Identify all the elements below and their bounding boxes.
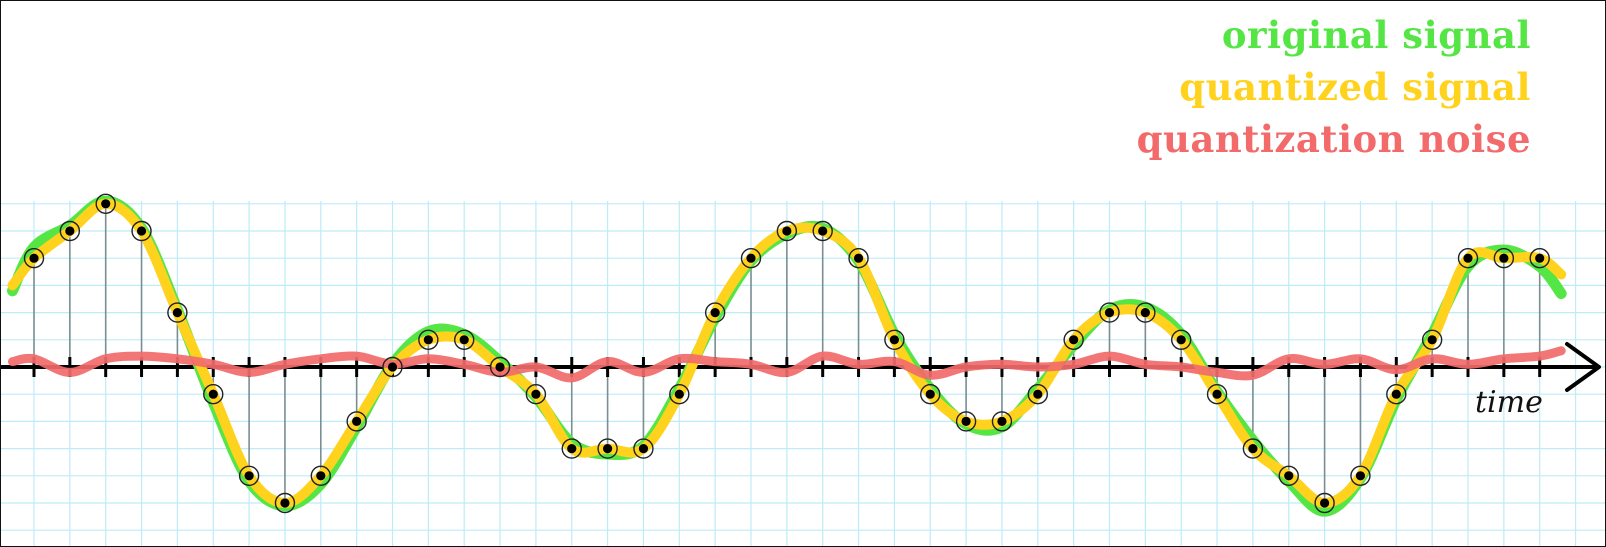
legend: original signal quantized signal quantiz… xyxy=(1137,9,1531,165)
sample-point xyxy=(1499,253,1509,263)
sample-point xyxy=(459,335,469,345)
sample-point xyxy=(1427,335,1437,345)
sample-point xyxy=(961,416,971,426)
quantization-noise-curve xyxy=(8,346,1566,383)
sample-ring xyxy=(23,248,45,269)
sample-ring xyxy=(1350,465,1371,486)
sample-point xyxy=(531,389,541,399)
sample-point xyxy=(172,308,182,318)
sample-ring xyxy=(1278,465,1299,486)
sample-point xyxy=(208,389,218,399)
sample-point xyxy=(1176,335,1186,345)
sample-point xyxy=(101,199,111,209)
sample-point xyxy=(136,226,147,236)
sample-point xyxy=(316,471,326,481)
sample-ring xyxy=(955,411,977,432)
sample-ring xyxy=(561,438,582,459)
sample-ring xyxy=(1493,248,1515,269)
sample-point xyxy=(889,335,900,345)
legend-original-signal: original signal xyxy=(1221,13,1531,57)
sample-ring xyxy=(812,220,833,242)
sample-point xyxy=(925,389,935,399)
sample-ring xyxy=(382,356,403,378)
sample-point xyxy=(1463,253,1473,263)
sample-point xyxy=(352,416,362,426)
sample-ring xyxy=(1386,384,1407,405)
sample-point xyxy=(1140,308,1150,318)
sample-ring xyxy=(776,220,798,242)
legend-quantization-noise: quantization noise xyxy=(1136,117,1531,161)
sample-ring xyxy=(920,384,941,405)
sample-points xyxy=(23,193,1550,514)
sample-point xyxy=(423,335,433,345)
sample-point xyxy=(1391,389,1401,399)
sample-point xyxy=(567,444,577,454)
sample-ring xyxy=(310,465,331,486)
sample-ring xyxy=(1063,329,1084,350)
sample-ring xyxy=(418,329,439,350)
sample-point xyxy=(603,444,613,454)
sample-ring xyxy=(669,384,690,405)
sample-ring xyxy=(489,356,511,378)
sample-point xyxy=(244,471,254,481)
sample-point xyxy=(29,253,39,263)
legend-quantized-signal: quantized signal xyxy=(1179,65,1531,109)
sample-ring xyxy=(167,302,188,323)
sample-point xyxy=(280,498,290,508)
sample-point xyxy=(65,226,75,236)
axis-arrow-icon xyxy=(1565,342,1601,392)
sample-ring xyxy=(884,329,905,350)
sample-point xyxy=(1033,389,1043,399)
sample-ring xyxy=(633,438,654,459)
sample-ring xyxy=(1242,438,1264,459)
sample-point xyxy=(1212,389,1222,399)
sample-ring xyxy=(704,302,726,323)
sample-point xyxy=(853,253,864,263)
sample-ring xyxy=(1027,384,1049,405)
sample-point xyxy=(674,389,684,399)
sample-ring xyxy=(1206,384,1228,405)
sample-point xyxy=(495,362,505,372)
sample-ring xyxy=(1135,302,1156,323)
sample-ring xyxy=(131,220,152,242)
axis-label-time: time xyxy=(1475,385,1543,420)
sample-ring xyxy=(991,411,1013,432)
sample-point xyxy=(387,362,398,372)
sample-ring xyxy=(1421,329,1443,350)
sample-point xyxy=(782,226,792,236)
sample-point xyxy=(997,416,1007,426)
sample-ring xyxy=(274,492,296,514)
sample-ring xyxy=(238,465,260,486)
sample-ring xyxy=(1099,302,1120,323)
sample-point xyxy=(710,308,720,318)
sample-ring xyxy=(1314,492,1335,514)
sample-ring xyxy=(454,329,475,350)
sample-ring xyxy=(95,193,116,215)
sample-ring xyxy=(203,384,224,405)
sample-point xyxy=(1284,471,1294,481)
sample-ring xyxy=(346,411,367,432)
sample-ring xyxy=(597,438,618,459)
sample-ring xyxy=(1529,248,1550,269)
sample-point xyxy=(638,444,649,454)
sample-point xyxy=(1248,444,1258,454)
sample-point xyxy=(818,226,828,236)
sample-ring xyxy=(848,248,869,269)
sample-point xyxy=(1069,335,1079,345)
sample-ring xyxy=(740,248,762,269)
sample-point xyxy=(1355,471,1366,481)
sample-point xyxy=(1535,253,1545,263)
sample-point xyxy=(1104,308,1115,318)
sample-ring xyxy=(525,384,547,405)
sample-ring xyxy=(1170,329,1192,350)
sample-ring xyxy=(59,220,81,242)
sample-ring xyxy=(1457,248,1479,269)
sample-point xyxy=(1320,498,1330,508)
sample-point xyxy=(746,253,756,263)
